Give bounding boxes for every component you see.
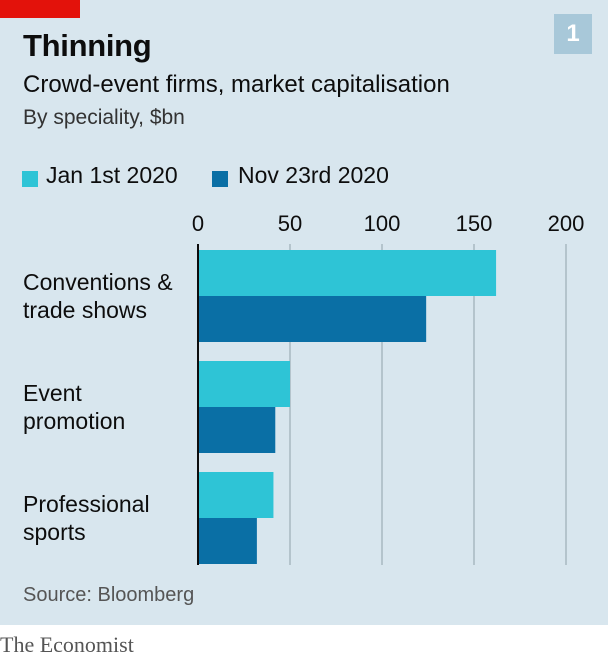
legend-label-nov: Nov 23rd 2020	[238, 162, 389, 188]
publisher-brand: The Economist	[0, 632, 134, 657]
bar-jan	[198, 250, 497, 296]
bar-jan	[198, 472, 274, 518]
x-tick-label: 200	[548, 211, 585, 236]
bar-nov	[198, 296, 427, 342]
source-note: Source: Bloomberg	[23, 584, 195, 606]
bar-chart: 0 50 100 150 200 Conventions &trade shows Even…	[23, 211, 585, 565]
chart-number-badge: 1	[554, 14, 592, 54]
x-tick-label: 100	[364, 211, 401, 236]
category-label: sports	[23, 519, 86, 545]
category-label: trade shows	[23, 297, 147, 323]
legend-swatch-jan	[22, 171, 38, 187]
chart-units: By speciality, $bn	[23, 106, 185, 129]
x-tick-label: 50	[278, 211, 302, 236]
chart-title: Thinning	[23, 28, 152, 63]
legend-swatch-nov	[212, 171, 228, 187]
x-tick-label: 150	[456, 211, 493, 236]
category-label: promotion	[23, 408, 125, 434]
category-label: Conventions &	[23, 269, 173, 295]
bar-jan	[198, 361, 290, 407]
bar-nov	[198, 518, 257, 564]
legend-label-jan: Jan 1st 2020	[46, 162, 178, 188]
chart-subtitle: Crowd-event firms, market capitalisation	[23, 71, 450, 98]
category-label: Professional	[23, 491, 150, 517]
category-label: Event	[23, 380, 82, 406]
x-tick-label: 0	[192, 211, 204, 236]
bar-nov	[198, 407, 276, 453]
brand-red-tag	[0, 0, 80, 18]
